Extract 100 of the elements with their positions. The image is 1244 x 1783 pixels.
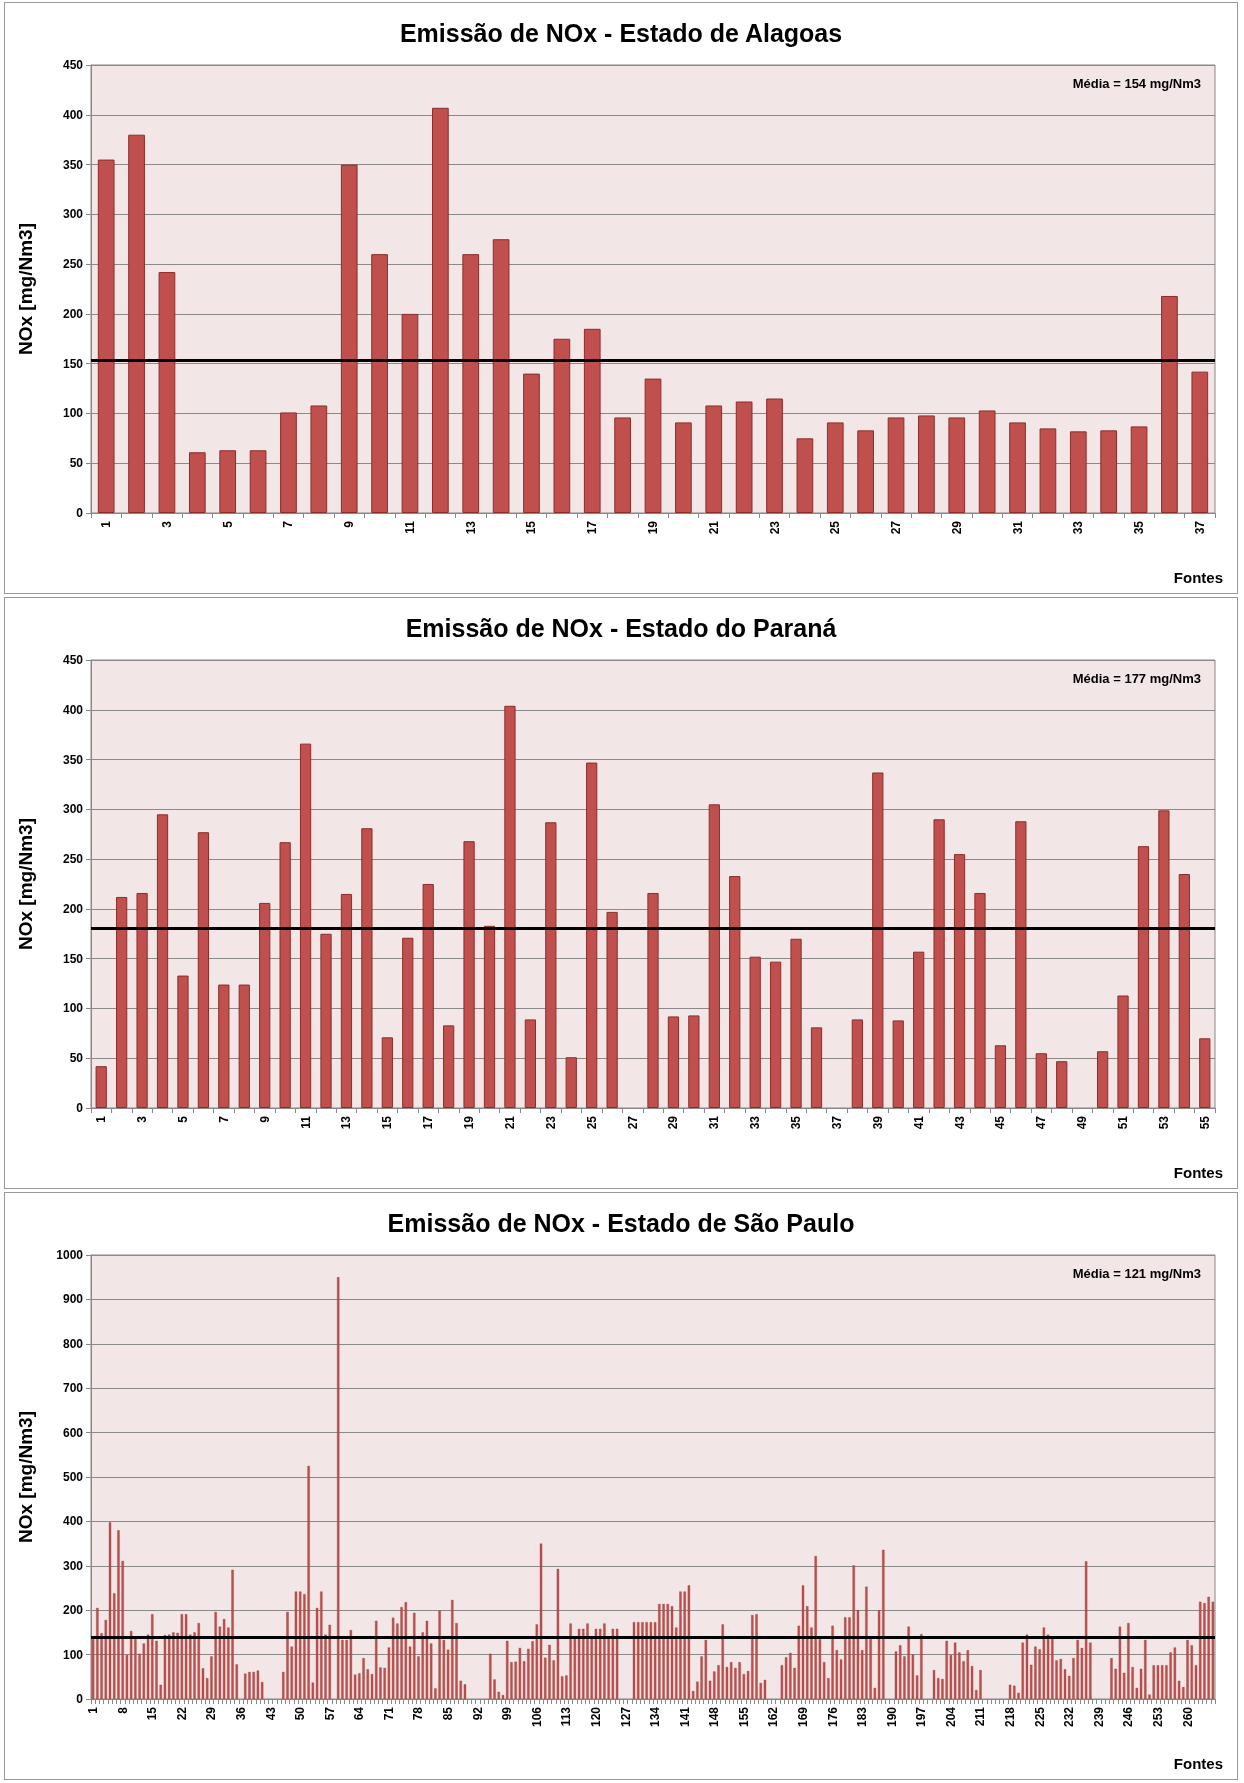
bar (116, 896, 128, 1108)
bar (294, 1591, 298, 1699)
x-tick-label: 120 (588, 1706, 603, 1728)
bar (286, 1611, 289, 1699)
x-tick-label: 92 (470, 1706, 485, 1721)
bar (1039, 428, 1057, 513)
x-tick-label: 25 (828, 520, 843, 535)
bar (831, 1625, 834, 1699)
y-tick-label: 200 (62, 901, 84, 916)
x-tick-label: 148 (707, 1706, 722, 1728)
x-tick-label: 13 (339, 1115, 354, 1130)
x-tick-label: 7 (281, 520, 296, 528)
y-tick-label: 250 (62, 852, 84, 867)
bar (337, 1277, 340, 1699)
bar (729, 876, 741, 1108)
bar (1161, 295, 1178, 513)
bar (425, 1620, 429, 1699)
bar (569, 1623, 572, 1699)
bar (1178, 874, 1190, 1108)
x-tick-label: 29 (949, 520, 964, 535)
bar (238, 984, 250, 1108)
x-tick-label: 113 (559, 1706, 574, 1727)
bar (662, 1603, 665, 1699)
x-tick-label: 9 (342, 520, 357, 528)
bar (763, 1679, 767, 1699)
y-tick-label: 0 (76, 1101, 84, 1115)
bar (1191, 371, 1209, 513)
bar (462, 254, 480, 513)
bar (641, 1622, 644, 1699)
x-tick-label: 85 (441, 1706, 456, 1721)
bar (675, 422, 692, 513)
bar (163, 1635, 167, 1699)
annotation: Média = 154 mg/Nm3 (1072, 76, 1201, 91)
y-axis-title: NOx [mg/Nm3] (15, 818, 36, 950)
bar (979, 1670, 982, 1699)
bar (647, 892, 659, 1108)
bar (1015, 821, 1027, 1108)
bar (299, 743, 312, 1108)
bar (606, 911, 618, 1108)
x-tick-label: 211 (973, 1706, 988, 1727)
bar (586, 1623, 589, 1699)
bar (177, 975, 189, 1108)
bar (1084, 1561, 1088, 1699)
x-tick-label: 17 (585, 520, 600, 535)
bar (615, 1628, 619, 1699)
bar (1110, 1658, 1113, 1699)
bar (156, 814, 169, 1108)
bar (872, 772, 884, 1108)
bar (95, 1066, 107, 1108)
bar (504, 705, 516, 1108)
bar (248, 1671, 251, 1699)
bar (1100, 430, 1118, 513)
x-tick-label: 183 (855, 1706, 870, 1728)
bar (244, 1673, 247, 1699)
bar (667, 1016, 680, 1108)
x-tick-label: 23 (767, 520, 782, 535)
bar (310, 405, 328, 513)
y-tick-label: 100 (62, 1001, 84, 1016)
bar (172, 1632, 175, 1699)
x-tick-label: 27 (889, 520, 904, 535)
bar (688, 1015, 700, 1108)
bar (801, 1585, 805, 1699)
x-tick-label: 253 (1150, 1706, 1165, 1728)
x-tick-label: 99 (500, 1706, 515, 1721)
bar (401, 313, 419, 513)
bar (670, 1606, 674, 1699)
bar (1069, 431, 1087, 513)
bar (349, 1630, 353, 1699)
x-tick-label: 57 (322, 1706, 337, 1721)
x-tick-label: 260 (1180, 1706, 1195, 1728)
chart-title: Emissão de NOx - Estado de Alagoas (399, 18, 843, 47)
bar (644, 378, 662, 513)
x-tick-label: 25 (584, 1115, 599, 1130)
x-tick-label: 218 (1003, 1706, 1018, 1728)
bar (320, 933, 332, 1108)
x-tick-label: 49 (1075, 1115, 1090, 1130)
y-axis-title: NOx [mg/Nm3] (15, 223, 36, 355)
bar (1117, 995, 1129, 1108)
bar (603, 1623, 606, 1699)
y-tick-label: 400 (62, 107, 84, 122)
x-tick-label: 15 (145, 1706, 160, 1721)
bar (492, 239, 510, 513)
y-axis-title: NOx [mg/Nm3] (15, 1411, 36, 1543)
x-tick-label: 27 (625, 1115, 640, 1130)
x-tick-label: 190 (884, 1706, 899, 1728)
x-tick-label: 43 (263, 1706, 278, 1721)
bar (749, 956, 761, 1108)
x-tick-label: 35 (789, 1115, 804, 1130)
bar (565, 1057, 577, 1108)
x-tick-label: 21 (706, 520, 721, 535)
bar (1137, 846, 1150, 1108)
x-tick-label: 78 (411, 1706, 426, 1721)
bar (687, 1585, 691, 1699)
y-tick-label: 700 (62, 1381, 84, 1396)
y-tick-label: 800 (62, 1336, 84, 1351)
bar (188, 452, 206, 513)
bar (1056, 1061, 1068, 1108)
x-tick-label: 9 (257, 1115, 272, 1123)
x-tick-label: 176 (825, 1706, 840, 1728)
bar (826, 422, 844, 513)
